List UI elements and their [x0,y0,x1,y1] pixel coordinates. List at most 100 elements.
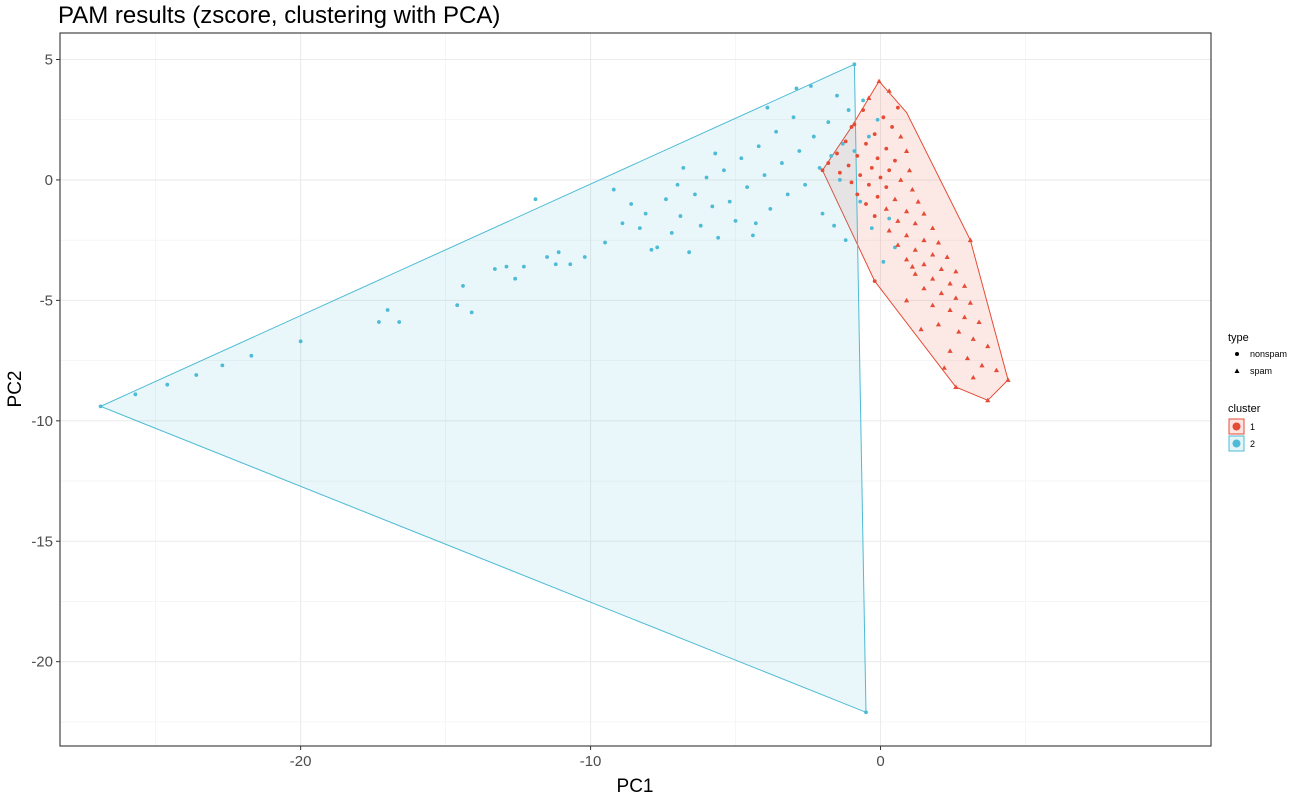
data-point-cluster-2 [655,245,660,250]
data-point-cluster-1 [947,280,953,286]
data-point-cluster-1 [935,239,942,245]
data-point-cluster-2 [637,226,642,231]
data-point-cluster-2 [669,231,674,235]
data-point-cluster-1 [837,170,842,175]
data-point-cluster-1 [892,196,898,202]
data-point-cluster-2 [377,320,381,324]
data-point-cluster-1 [993,367,1000,373]
data-point-cluster-1 [855,192,860,197]
cluster-1-hull [821,80,1009,401]
cluster-hulls [99,63,1009,714]
data-point-cluster-1 [872,279,877,284]
data-point-cluster-2 [852,149,857,153]
legend-label-cluster: 1 [1250,422,1255,432]
y-axis-ticks: 5 0 -5 -10 -15 -20 [31,51,60,671]
data-point-cluster-2 [803,182,808,187]
data-point-cluster-2 [733,218,738,223]
data-point-cluster-2 [846,108,851,112]
data-point-cluster-2 [852,62,857,67]
x-tick-label: -20 [290,753,312,770]
data-point-cluster-1 [895,242,901,247]
data-point-cluster-1 [930,276,936,281]
data-point-cluster-2 [582,255,587,259]
legend-label-cluster: 2 [1250,439,1255,449]
data-point-cluster-1 [918,326,924,332]
data-point-cluster-1 [898,177,904,182]
legend-circle-icon [1235,352,1239,356]
data-point-cluster-1 [985,343,991,349]
data-point-cluster-1 [953,384,959,390]
data-point-cluster-1 [903,256,910,262]
data-point-cluster-1 [843,139,848,144]
data-point-cluster-2 [722,168,726,173]
data-point-cluster-2 [603,240,607,245]
legend-label-type: nonspam [1250,349,1287,359]
data-point-cluster-1 [956,329,962,334]
data-point-cluster-1 [930,225,936,231]
data-point-cluster-2 [751,233,755,238]
data-point-cluster-1 [887,168,892,173]
data-point-cluster-1 [875,156,880,161]
data-point-cluster-2 [832,223,836,228]
x-tick-label: 0 [876,753,884,770]
data-point-cluster-1 [961,314,968,320]
data-point-cluster-1 [869,165,874,170]
data-point-cluster-1 [985,397,991,403]
data-point-cluster-2 [629,202,634,206]
data-point-cluster-1 [967,300,973,305]
data-point-cluster-2 [858,199,863,204]
data-point-cluster-1 [915,199,921,204]
cluster-2-hull [99,63,867,714]
data-point-cluster-1 [921,261,927,267]
data-point-cluster-2 [455,303,460,308]
data-point-cluster-1 [864,141,868,146]
data-point-cluster-2 [753,221,758,226]
data-point-cluster-1 [878,175,883,180]
data-point-cluster-1 [866,95,872,100]
data-point-cluster-1 [921,237,927,243]
data-point-cluster-2 [194,373,199,377]
data-point-cluster-1 [967,237,973,243]
data-point-cluster-1 [921,211,927,216]
data-point-cluster-2 [681,165,686,170]
data-point-cluster-1 [912,247,918,252]
data-point-cluster-1 [964,355,971,361]
data-point-cluster-1 [930,252,936,257]
data-point-cluster-1 [898,133,904,139]
data-point-cluster-2 [797,149,802,153]
data-point-cluster-2 [385,308,390,312]
data-point-cluster-2 [811,134,816,139]
data-point-cluster-1 [938,290,944,296]
data-point-cluster-2 [756,144,761,149]
data-point-cluster-1 [930,302,936,308]
data-point-cluster-1 [876,78,882,84]
chart-title: PAM results (zscore, clustering with PCA… [58,2,501,29]
data-point-cluster-2 [837,178,842,182]
data-point-cluster-2 [710,204,715,209]
data-point-cluster-2 [533,197,538,202]
data-point-cluster-1 [970,374,976,380]
data-point-cluster-1 [895,105,900,110]
data-point-cluster-2 [869,226,874,231]
legend-title-type: type [1228,332,1249,344]
data-point-cluster-2 [553,262,558,267]
legend-title-cluster: cluster [1228,403,1261,415]
y-tick-label: -5 [40,292,53,309]
data-point-cluster-1 [893,158,897,163]
data-point-cluster-2 [556,250,561,255]
data-point-cluster-2 [492,267,497,271]
data-point-cluster-1 [884,146,889,151]
data-point-cluster-1 [895,218,901,223]
data-point-cluster-2 [716,235,721,240]
data-point-cluster-2 [887,216,892,221]
data-point-cluster-2 [840,141,845,146]
data-point-cluster-2 [809,84,813,88]
major-gridlines [60,33,1211,746]
y-tick-label: 0 [45,172,53,189]
data-point-cluster-2 [780,161,784,165]
data-point-cluster-1 [912,220,918,226]
minor-gridlines [60,33,1211,746]
data-point-cluster-2 [864,710,868,715]
y-tick-label: 5 [45,51,53,68]
